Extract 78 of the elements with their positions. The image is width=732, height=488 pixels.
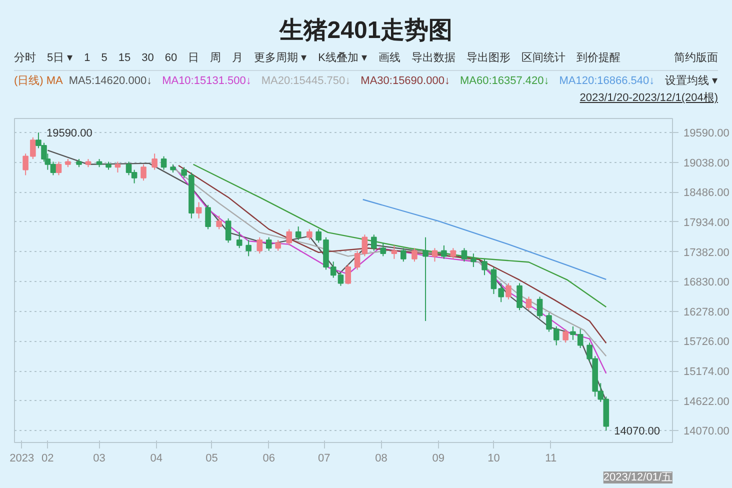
candlestick bbox=[114, 161, 121, 173]
candlestick bbox=[266, 236, 272, 252]
candlestick bbox=[275, 240, 281, 252]
x-tick-label: 11 bbox=[545, 452, 557, 464]
candlestick bbox=[380, 242, 386, 257]
x-tick-label: 07 bbox=[318, 452, 330, 464]
candlestick bbox=[553, 326, 560, 346]
text: MA30:15690.000↓ bbox=[360, 74, 450, 87]
x-tick-label: 08 bbox=[375, 452, 388, 464]
candlestick bbox=[152, 153, 158, 170]
text: 分时 5日 ▾ 1 5 15 30 60 日 周 月 更多周期 ▾ K线叠加 ▾ 画线 导出数据 导出图形 区间统计 到价提醒 bbox=[14, 52, 621, 64]
candlestick bbox=[225, 218, 232, 244]
candlestick bbox=[450, 248, 456, 260]
candlestick bbox=[461, 248, 468, 262]
y-tick-label: 18486.00 bbox=[684, 187, 730, 200]
chart-title: 生猪2401走势图 bbox=[278, 16, 454, 46]
text: (日线) MA bbox=[14, 74, 63, 87]
text: 简约版面 bbox=[674, 51, 718, 66]
candlestick bbox=[56, 161, 62, 176]
y-tick-label: 15726.00 bbox=[684, 336, 730, 348]
candlestick bbox=[306, 228, 312, 240]
candlestick bbox=[160, 156, 167, 170]
candlestick bbox=[205, 204, 211, 230]
y-tick-label: 15174.00 bbox=[684, 366, 730, 378]
candlestick bbox=[546, 312, 552, 332]
candlestick bbox=[216, 215, 222, 230]
candlestick bbox=[236, 231, 242, 249]
candlestick bbox=[516, 282, 522, 311]
line-series bbox=[192, 164, 607, 308]
candlestick bbox=[506, 282, 512, 300]
line-series bbox=[362, 198, 607, 280]
candlestick bbox=[441, 244, 447, 260]
x-tick-label: 03 bbox=[93, 452, 106, 464]
candlestick bbox=[286, 228, 292, 246]
y-tick-label: 16830.00 bbox=[684, 276, 730, 289]
y-tick-label: 16278.00 bbox=[684, 306, 730, 318]
y-tick-label: 14622.00 bbox=[684, 396, 730, 408]
candlestick bbox=[345, 264, 352, 285]
text: 设置均线 ▾ bbox=[664, 74, 718, 89]
candlestick bbox=[196, 202, 202, 219]
candlestick bbox=[526, 296, 532, 311]
x-tick-label: 10 bbox=[488, 452, 500, 464]
candlestick bbox=[246, 240, 252, 257]
candlestick bbox=[295, 226, 302, 240]
candlestick bbox=[391, 244, 398, 260]
y-tick-label: 14070.00 bbox=[684, 426, 730, 438]
text: MA10:15131.500↓ bbox=[162, 74, 252, 87]
annotation: 19590.00 bbox=[46, 128, 92, 140]
candlestick bbox=[470, 253, 476, 268]
candlestick bbox=[371, 234, 377, 252]
x-tick-label: 2023 bbox=[10, 452, 34, 464]
candlestick bbox=[400, 248, 406, 262]
text: MA5:14620.000↓ bbox=[68, 74, 152, 87]
candlestick bbox=[256, 236, 263, 254]
x-tick-label: 05 bbox=[206, 452, 218, 464]
text: MA120:16866.540↓ bbox=[559, 74, 655, 87]
text: MA20:15445.750↓ bbox=[261, 74, 351, 87]
y-tick-label: 17934.00 bbox=[684, 216, 730, 229]
x-tick-label: 09 bbox=[432, 452, 445, 464]
x-tick-label: 04 bbox=[150, 452, 163, 464]
candlestick bbox=[362, 234, 368, 257]
y-tick-label: 19038.00 bbox=[684, 157, 730, 170]
candlestick bbox=[412, 248, 418, 262]
candlestick bbox=[562, 328, 568, 344]
candlestick bbox=[536, 296, 543, 319]
candlestick bbox=[482, 258, 488, 276]
x-tick-label: 06 bbox=[262, 452, 275, 464]
candlestick bbox=[422, 236, 428, 322]
x-tick-label: 02 bbox=[42, 452, 54, 464]
y-tick-label: 17382.00 bbox=[684, 246, 730, 259]
annotation: 14070.00 bbox=[614, 426, 660, 438]
y-tick-label: 19590.00 bbox=[684, 128, 730, 140]
text: 2023/1/20-2023/12/1(204根) bbox=[578, 91, 718, 106]
text: 2023/12/01/五 bbox=[603, 472, 673, 484]
text: MA60:16357.420↓ bbox=[460, 74, 550, 87]
candlestick bbox=[354, 250, 360, 270]
candlestick bbox=[432, 248, 438, 262]
candlestick bbox=[140, 164, 146, 182]
